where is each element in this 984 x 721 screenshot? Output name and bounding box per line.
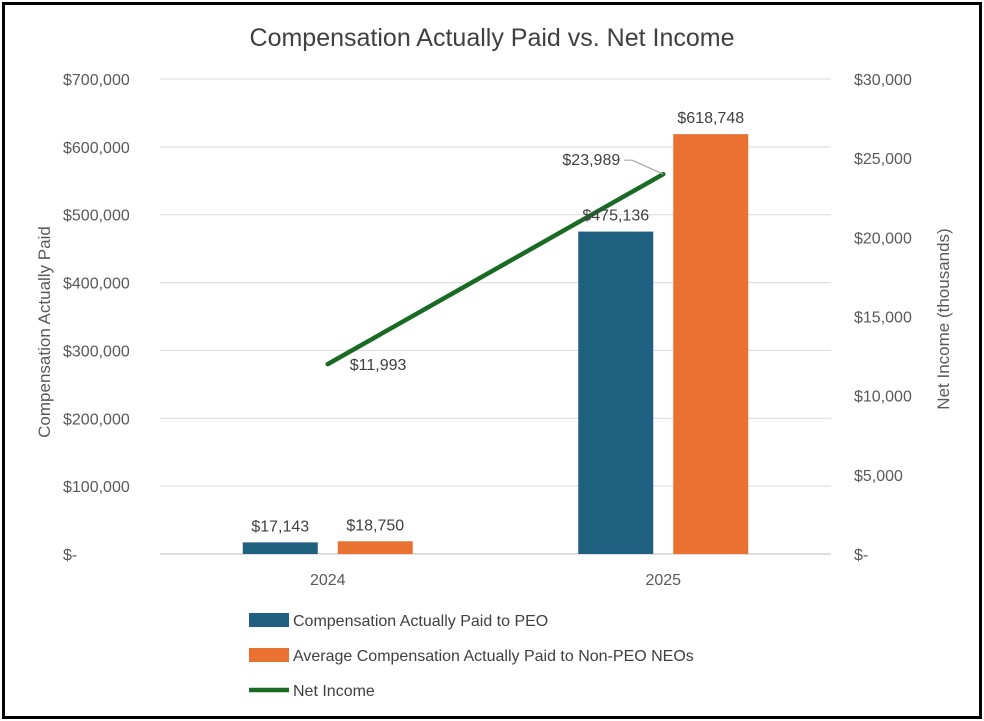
y2-tick-label: $-	[854, 547, 868, 564]
y2-tick-label: $15,000	[854, 310, 912, 327]
y-tick-label: $600,000	[63, 140, 130, 157]
y2-tick-label: $20,000	[854, 230, 912, 247]
y2-tick-label: $25,000	[854, 151, 912, 168]
bar	[242, 542, 318, 554]
x-tick-label: 2025	[645, 572, 681, 589]
y-axis-ticks: $- $100,000 $200,000 $300,000 $400,000 $500,0…	[63, 72, 130, 564]
y-tick-label: $200,000	[63, 411, 130, 428]
y-tick-label: $700,000	[63, 72, 130, 89]
bar-series	[242, 134, 749, 554]
legend-swatch	[249, 613, 289, 627]
bar	[578, 231, 654, 554]
chart-canvas: Compensation Actually Paid vs. Net Incom…	[35, 24, 953, 700]
legend: Compensation Actually Paid to PEO Average…	[249, 613, 694, 700]
bar-data-label: $18,750	[346, 517, 404, 534]
x-tick-label: 2024	[310, 572, 346, 589]
legend-swatch	[249, 648, 289, 662]
x-axis-ticks: 2024 2025	[310, 572, 681, 589]
y2-axis-ticks: $- $5,000 $10,000 $15,000 $20,000 $25,000 $30,…	[854, 72, 912, 564]
line-series	[325, 171, 666, 367]
bar	[337, 541, 413, 554]
bar-data-label: $475,136	[582, 208, 649, 225]
legend-label: Compensation Actually Paid to PEO	[293, 613, 548, 630]
bar	[673, 134, 749, 554]
y-tick-label: $500,000	[63, 208, 130, 225]
y2-tick-label: $10,000	[854, 389, 912, 406]
y2-tick-label: $5,000	[854, 468, 903, 485]
net-income-line	[325, 171, 666, 367]
bar-data-label: $17,143	[251, 518, 309, 535]
y-tick-label: $400,000	[63, 276, 130, 293]
data-labels: $17,143 $475,136 $18,750 $618,748 $11,993 $23…	[251, 110, 744, 535]
line-data-label: $11,993	[350, 357, 407, 374]
gridlines	[160, 78, 831, 555]
y-axis-title: Compensation Actually Paid	[35, 226, 54, 438]
line-data-label: $23,989	[562, 152, 620, 169]
legend-label: Average Compensation Actually Paid to No…	[293, 648, 694, 665]
y-tick-label: $300,000	[63, 343, 130, 360]
legend-label: Net Income	[293, 683, 375, 700]
bar-data-label: $618,748	[677, 110, 744, 127]
leader-line	[624, 159, 664, 175]
chart-title: Compensation Actually Paid vs. Net Incom…	[250, 24, 735, 52]
y-tick-label: $-	[63, 547, 77, 564]
y2-axis-title: Net Income (thousands)	[934, 228, 953, 409]
y2-tick-label: $30,000	[854, 72, 912, 89]
y-tick-label: $100,000	[63, 479, 130, 496]
